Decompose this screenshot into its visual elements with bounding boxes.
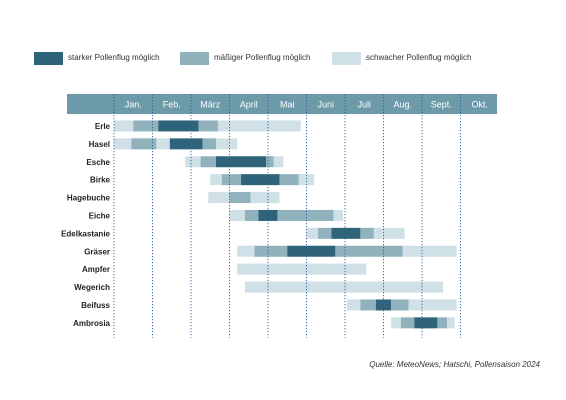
pollen-bar-weak xyxy=(237,120,301,132)
pollen-bar-moderate xyxy=(279,174,299,186)
pollen-bar-moderate xyxy=(221,174,242,186)
month-label: Mai xyxy=(280,100,295,110)
pollen-bar-moderate xyxy=(198,120,218,132)
pollen-bar-moderate xyxy=(229,192,251,204)
month-label: Feb. xyxy=(163,100,181,110)
plant-label: Erle xyxy=(95,122,111,131)
plant-label: Hasel xyxy=(89,140,110,149)
pollen-bar-weak xyxy=(373,227,405,239)
pollen-bar-weak xyxy=(185,156,201,168)
legend-swatch-weak xyxy=(332,52,361,65)
plant-label: Wegerich xyxy=(74,283,110,292)
pollen-bar-moderate xyxy=(400,317,415,329)
pollen-bar-weak xyxy=(298,174,315,186)
month-label: Juni xyxy=(317,100,334,110)
plant-label: Ambrosia xyxy=(73,319,110,328)
pollen-bar-moderate xyxy=(360,227,374,239)
month-label: Juli xyxy=(357,100,371,110)
pollen-bar-weak xyxy=(402,245,457,257)
pollen-bar-weak xyxy=(217,120,242,132)
pollen-bar-moderate xyxy=(266,156,274,168)
month-label: Sept. xyxy=(431,100,452,110)
plant-label: Gräser xyxy=(84,247,110,256)
pollen-bar-weak xyxy=(244,281,444,293)
month-label: März xyxy=(200,100,220,110)
pollen-bar-strong xyxy=(414,317,438,329)
pollen-bar-moderate xyxy=(335,245,403,257)
pollen-bar-moderate xyxy=(360,299,376,311)
pollen-bar-weak xyxy=(333,209,344,221)
pollen-bar-strong xyxy=(216,156,267,168)
month-label: Jan. xyxy=(125,100,142,110)
legend-label-strong: starker Pollenflug möglich xyxy=(68,53,160,62)
pollen-bar-weak xyxy=(237,263,367,275)
pollen-bar-moderate xyxy=(133,120,159,132)
pollen-bar-moderate xyxy=(437,317,448,329)
pollen-bar-strong xyxy=(241,174,280,186)
pollen-bar-strong xyxy=(287,245,336,257)
pollen-bar-weak xyxy=(408,299,457,311)
pollen-bar-weak xyxy=(273,156,284,168)
pollen-bar-strong xyxy=(331,227,361,239)
legend-label-moderate: mäßiger Pollenflug möglich xyxy=(214,53,311,62)
month-label: Aug. xyxy=(393,100,412,110)
plant-label: Ampfer xyxy=(82,265,110,274)
pollen-bar-moderate xyxy=(202,138,217,150)
plant-label: Birke xyxy=(90,176,111,185)
pollen-bar-weak xyxy=(229,209,245,221)
month-header-band xyxy=(67,94,497,114)
month-label: April xyxy=(240,100,258,110)
month-label: Okt. xyxy=(471,100,488,110)
plant-label: Esche xyxy=(86,158,110,167)
pollen-bar-weak xyxy=(210,174,222,186)
pollen-bar-strong xyxy=(169,138,203,150)
pollen-bar-weak xyxy=(447,317,455,329)
pollen-bar-strong xyxy=(158,120,199,132)
pollen-bar-weak xyxy=(306,227,319,239)
pollen-bar-moderate xyxy=(131,138,157,150)
pollen-bar-weak xyxy=(114,120,134,132)
pollen-bar-moderate xyxy=(244,209,259,221)
plant-label: Hagebuche xyxy=(67,194,111,203)
pollen-bar-weak xyxy=(114,138,132,150)
plant-label: Eiche xyxy=(89,211,111,220)
pollen-bar-moderate xyxy=(254,245,288,257)
pollen-bar-weak xyxy=(346,299,361,311)
legend-swatch-moderate xyxy=(180,52,209,65)
pollen-bar-weak xyxy=(208,192,230,204)
legend-swatch-strong xyxy=(34,52,63,65)
pollen-bar-weak xyxy=(216,138,238,150)
source-note: Quelle: MeteoNews; Hatschi, Pollensaison… xyxy=(369,360,540,369)
pollen-bar-weak xyxy=(391,317,401,329)
pollen-bar-strong xyxy=(258,209,278,221)
pollen-bar-moderate xyxy=(391,299,409,311)
pollen-bar-weak xyxy=(237,245,255,257)
pollen-bar-moderate xyxy=(200,156,217,168)
plant-label: Edelkastanie xyxy=(61,229,110,238)
plant-label: Beifuss xyxy=(81,301,110,310)
pollen-bar-moderate xyxy=(277,209,334,221)
pollen-bar-weak xyxy=(156,138,170,150)
pollen-bar-moderate xyxy=(318,227,332,239)
legend-label-weak: schwacher Pollenflug möglich xyxy=(366,53,472,62)
pollen-bar-weak xyxy=(250,192,280,204)
